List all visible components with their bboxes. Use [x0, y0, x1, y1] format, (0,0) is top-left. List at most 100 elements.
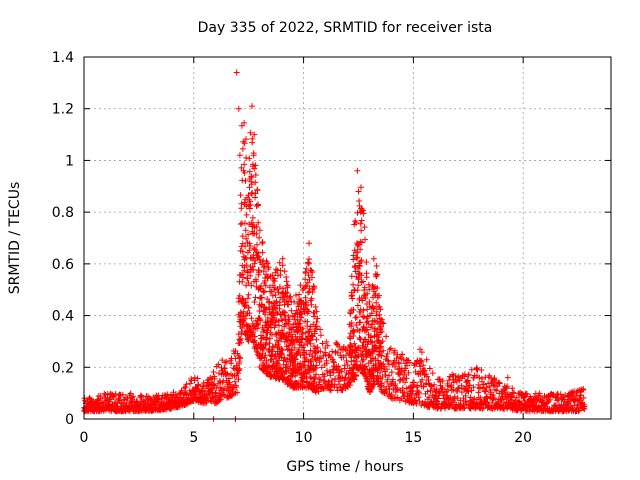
data-point: [449, 371, 456, 378]
data-point: [353, 255, 360, 262]
data-point: [236, 152, 243, 159]
data-point: [241, 161, 248, 168]
data-point: [496, 380, 503, 387]
data-point: [243, 235, 250, 242]
data-point: [277, 267, 284, 274]
data-point: [487, 389, 494, 396]
data-point: [254, 320, 261, 327]
data-point: [415, 390, 422, 397]
data-point: [450, 386, 457, 393]
data-point: [292, 356, 299, 363]
data-point: [316, 379, 323, 386]
data-point: [417, 346, 423, 353]
y-axis-label: SRMTID / TECUs: [7, 182, 23, 295]
data-point: [414, 382, 421, 389]
data-point: [353, 372, 360, 378]
data-point: [250, 329, 256, 336]
chart-title: Day 335 of 2022, SRMTID for receiver ist…: [198, 20, 493, 36]
data-point: [204, 395, 211, 402]
data-point: [353, 322, 360, 328]
data-point: [470, 396, 477, 403]
data-point: [245, 192, 252, 199]
data-point: [370, 354, 376, 361]
data-point: [241, 315, 248, 322]
data-point: [308, 295, 315, 302]
data-point: [360, 278, 367, 285]
data-point: [468, 366, 475, 373]
data-point: [363, 274, 370, 281]
data-point: [257, 317, 264, 324]
data-point: [246, 221, 253, 228]
data-point: [378, 328, 385, 335]
data-point: [439, 378, 446, 384]
data-point: [248, 181, 255, 188]
data-point: [249, 255, 255, 262]
data-point: [254, 325, 261, 332]
data-point: [509, 389, 516, 396]
y-tick-label: 0: [65, 412, 74, 428]
data-point: [383, 333, 390, 340]
data-point: [207, 397, 214, 404]
data-point: [305, 289, 312, 296]
data-point: [370, 305, 377, 312]
data-point: [187, 380, 194, 387]
data-point: [364, 326, 371, 333]
data-point: [402, 379, 408, 386]
data-point: [94, 396, 101, 403]
data-point: [182, 384, 189, 390]
data-point: [427, 387, 434, 394]
data-point: [357, 220, 364, 227]
data-point: [367, 324, 374, 331]
data-point: [249, 214, 256, 221]
data-point: [303, 265, 310, 272]
data-point: [307, 374, 314, 381]
data-point: [294, 328, 301, 335]
data-point: [254, 250, 261, 256]
data-point: [461, 371, 468, 378]
data-point: [351, 376, 358, 383]
data-point: [455, 385, 461, 392]
data-point: [386, 346, 393, 353]
data-point: [279, 290, 285, 297]
data-point: [293, 292, 299, 299]
data-point: [364, 318, 371, 325]
data-point: [323, 360, 330, 367]
data-point: [251, 245, 257, 252]
data-point: [247, 201, 254, 208]
data-point: [225, 375, 232, 382]
data-point: [347, 335, 354, 342]
data-point: [361, 224, 368, 231]
data-point: [256, 234, 263, 241]
data-point: [490, 382, 497, 389]
data-point: [373, 299, 380, 306]
data-point: [399, 351, 406, 358]
data-point: [362, 294, 369, 301]
data-point: [358, 217, 365, 224]
data-point: [358, 227, 365, 234]
data-point: [261, 365, 268, 372]
data-point: [249, 103, 255, 110]
data-point: [490, 392, 497, 398]
data-point: [313, 371, 320, 378]
data-point: [239, 145, 246, 152]
data-point: [245, 280, 252, 286]
data-point: [343, 357, 350, 364]
x-tick-label: 15: [404, 430, 422, 446]
data-point: [354, 209, 361, 216]
data-point: [373, 312, 380, 319]
data-point: [321, 377, 328, 384]
data-point: [485, 380, 491, 387]
data-point: [380, 320, 387, 327]
data-point: [154, 396, 161, 402]
data-point: [350, 333, 357, 339]
data-point: [255, 202, 262, 209]
data-point: [246, 168, 253, 175]
y-tick-label: 0.4: [52, 309, 74, 325]
data-point: [216, 370, 222, 377]
data-point: [377, 323, 384, 330]
data-point: [398, 368, 405, 375]
data-point: [306, 256, 313, 263]
data-point: [379, 319, 386, 326]
data-point: [245, 269, 251, 276]
data-point: [251, 165, 258, 172]
